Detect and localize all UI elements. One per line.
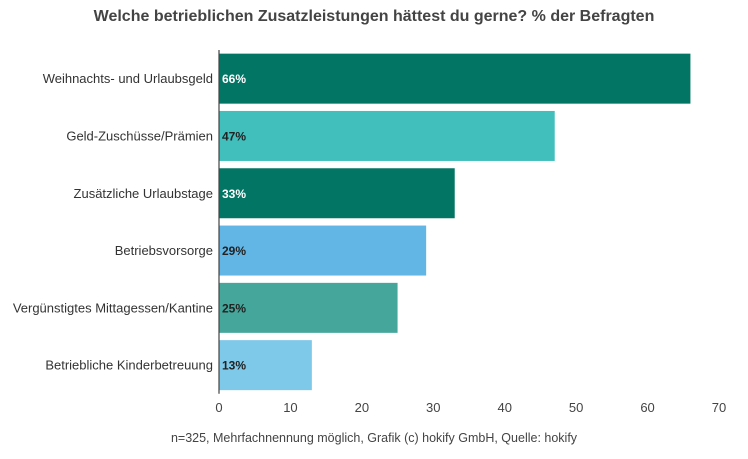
bar — [219, 340, 312, 391]
bar — [219, 282, 398, 333]
category-label: Vergünstigtes Mittagessen/Kantine — [13, 300, 213, 315]
x-tick-label: 0 — [215, 400, 222, 415]
x-tick-label: 60 — [640, 400, 654, 415]
bar — [219, 225, 427, 276]
data-label: 66% — [222, 72, 246, 86]
chart-title: Welche betrieblichen Zusatzleistungen hä… — [93, 8, 655, 25]
x-tick-label: 50 — [569, 400, 583, 415]
x-tick-label: 70 — [712, 400, 726, 415]
category-label: Betriebsvorsorge — [115, 243, 213, 258]
bar — [219, 110, 555, 161]
x-tick-label: 30 — [426, 400, 440, 415]
x-tick-label: 10 — [283, 400, 297, 415]
data-label: 25% — [222, 301, 246, 315]
data-label: 29% — [222, 244, 246, 258]
chart-footnote: n=325, Mehrfachnennung möglich, Grafik (… — [170, 431, 578, 445]
data-label: 33% — [222, 187, 246, 201]
bar — [219, 53, 691, 104]
x-tick-label: 40 — [497, 400, 511, 415]
data-label: 47% — [222, 129, 246, 143]
category-label: Weihnachts- und Urlaubsgeld — [43, 71, 213, 86]
category-label: Zusätzliche Urlaubstage — [74, 186, 213, 201]
bar — [219, 168, 455, 219]
data-label: 13% — [222, 359, 246, 373]
category-label: Betriebliche Kinderbetreuung — [45, 358, 213, 373]
category-label: Geld-Zuschüsse/Prämien — [66, 128, 213, 143]
x-tick-label: 20 — [355, 400, 369, 415]
